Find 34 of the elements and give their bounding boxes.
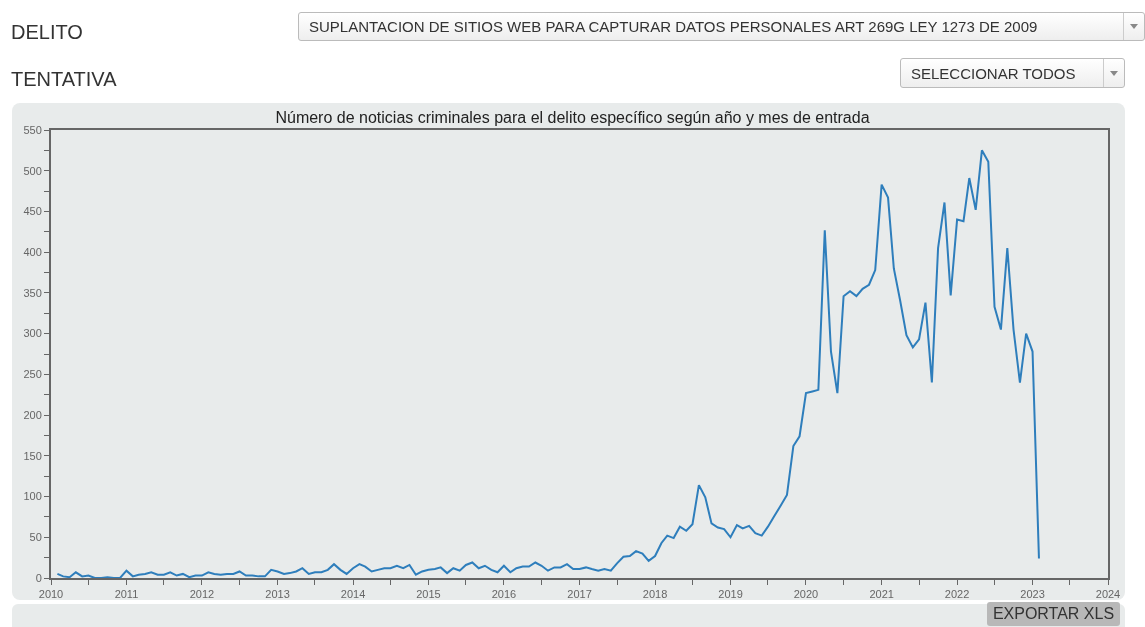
x-tick-label: 2020 xyxy=(793,588,819,601)
y-tick-label: 500 xyxy=(23,164,42,177)
y-tick-label: 400 xyxy=(23,246,42,259)
chart-title: Número de noticias criminales para el delito específico según año y mes de entrada xyxy=(275,108,870,126)
text: SUPLANTACION DE SITIOS WEB PARA CAPTURAR DATOS PERSONALES ART 269G LEY 1273 DE 2009 xyxy=(309,18,1038,35)
text: EXPORTAR XLS xyxy=(987,602,1120,626)
y-tick-label: 550 xyxy=(23,123,42,136)
y-tick-label: 200 xyxy=(23,408,42,421)
x-tick-label: 2011 xyxy=(114,588,139,601)
y-tick-label: 350 xyxy=(23,286,42,299)
x-tick-label: 2019 xyxy=(718,588,743,601)
y-tick-label: 300 xyxy=(23,327,42,340)
x-tick-label: 2022 xyxy=(944,588,970,601)
x-tick-label: 2016 xyxy=(491,588,517,601)
text: DELITO xyxy=(11,21,83,44)
x-tick-label: 2021 xyxy=(869,588,894,601)
x-tick-label: 2010 xyxy=(38,588,64,601)
x-tick-label: 2018 xyxy=(642,588,668,601)
text: SELECCIONAR TODOS xyxy=(911,64,1076,82)
y-tick-label: 0 xyxy=(35,571,42,584)
y-tick-label: 50 xyxy=(29,531,42,544)
x-tick-label: 2024 xyxy=(1095,588,1121,601)
x-tick-label: 2023 xyxy=(1020,588,1045,601)
x-tick-label: 2014 xyxy=(340,588,366,601)
line-series xyxy=(56,149,1040,578)
text: TENTATIVA xyxy=(11,68,117,91)
y-tick-label: 150 xyxy=(23,449,42,462)
x-tick-label: 2017 xyxy=(567,588,592,601)
y-tick-label: 100 xyxy=(23,490,42,503)
x-tick-label: 2015 xyxy=(416,588,441,601)
x-tick-label: 2013 xyxy=(265,588,290,601)
x-tick-label: 2012 xyxy=(189,588,215,601)
y-tick-label: 450 xyxy=(23,205,42,218)
y-tick-label: 250 xyxy=(23,368,42,381)
